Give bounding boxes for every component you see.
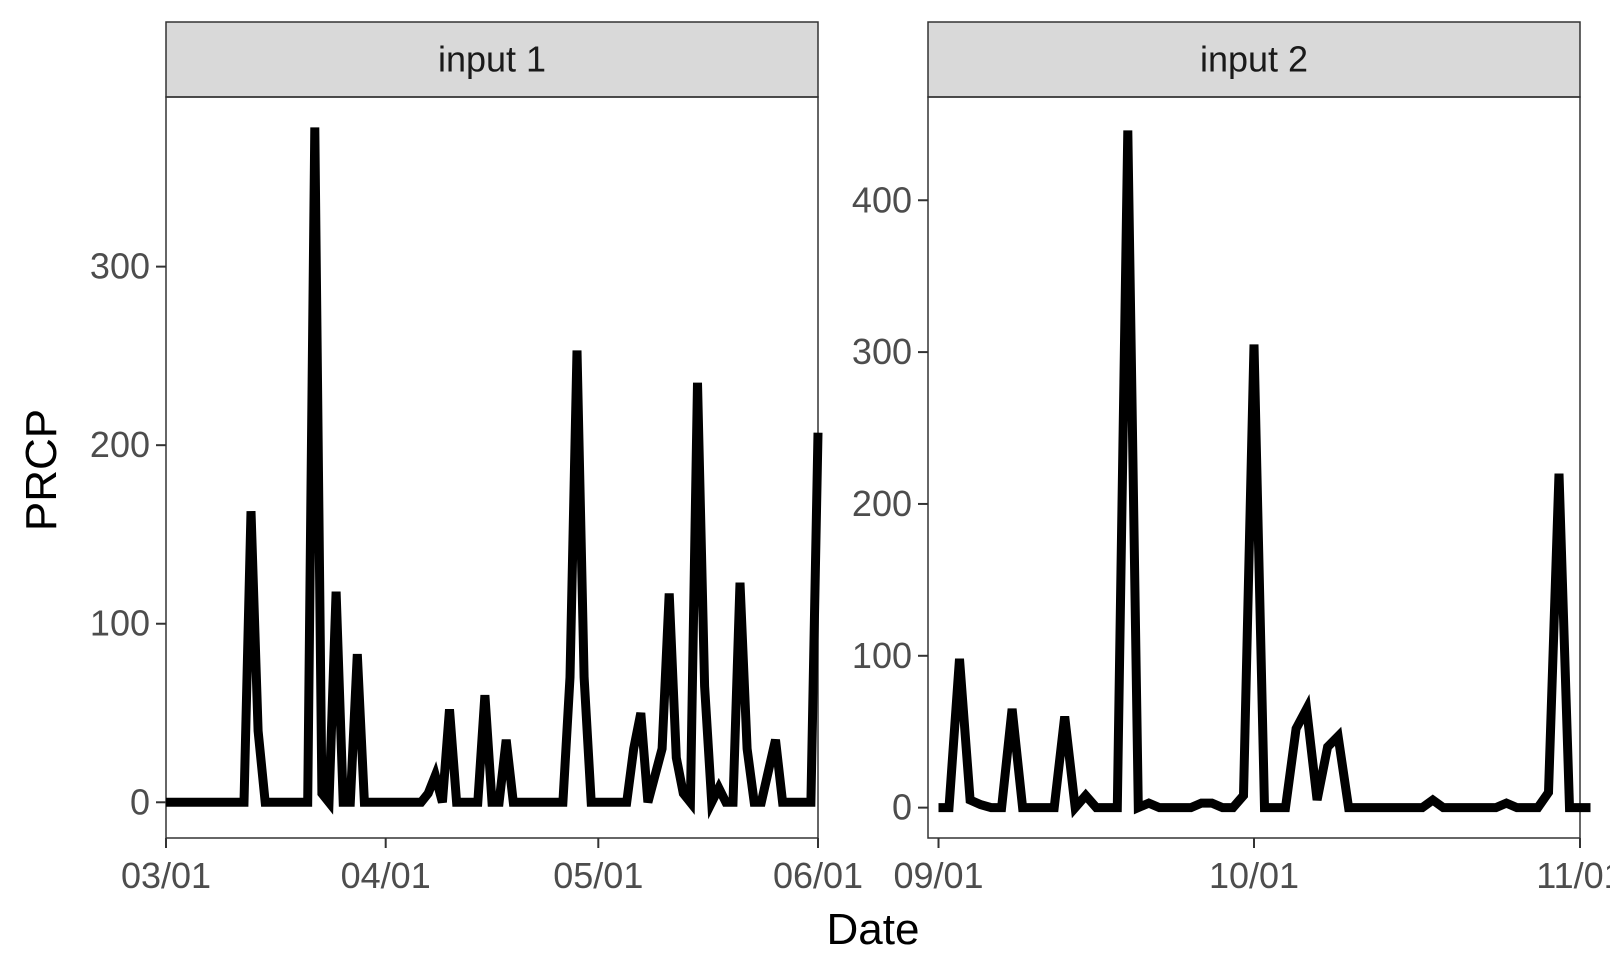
y-tick-label: 200 [90, 424, 150, 465]
series-line [166, 127, 823, 820]
x-tick-label: 04/01 [341, 855, 431, 896]
facet-strip [927, 21, 1581, 98]
x-tick-label: 09/01 [893, 855, 983, 896]
y-tick-label: 400 [852, 179, 912, 220]
facet-strip [165, 21, 819, 98]
y-tick-label: 0 [130, 781, 150, 822]
x-tick-label: 03/01 [121, 855, 211, 896]
y-tick-label: 100 [852, 635, 912, 676]
y-tick-label: 200 [852, 483, 912, 524]
x-tick-label: 06/01 [773, 855, 863, 896]
x-tick-label: 11/01 [1536, 855, 1610, 896]
series-line [938, 130, 1591, 819]
y-tick-label: 300 [852, 331, 912, 372]
y-axis-title: PRCP [17, 409, 66, 531]
panel-2: input 2 0 100 200 300 400 09/01 10/01 11/01 [852, 21, 1610, 896]
panel-1: input 1 0 100 200 300 03/01 04/01 05/01 06/01 [90, 21, 863, 896]
facet-label: input 2 [1200, 39, 1308, 80]
y-tick-label: 100 [90, 603, 150, 644]
x-tick-label: 05/01 [553, 855, 643, 896]
facet-label: input 1 [438, 39, 546, 80]
y-tick-label: 300 [90, 246, 150, 287]
x-axis-title: Date [827, 905, 920, 954]
y-tick-label: 0 [892, 787, 912, 828]
x-tick-label: 10/01 [1209, 855, 1299, 896]
